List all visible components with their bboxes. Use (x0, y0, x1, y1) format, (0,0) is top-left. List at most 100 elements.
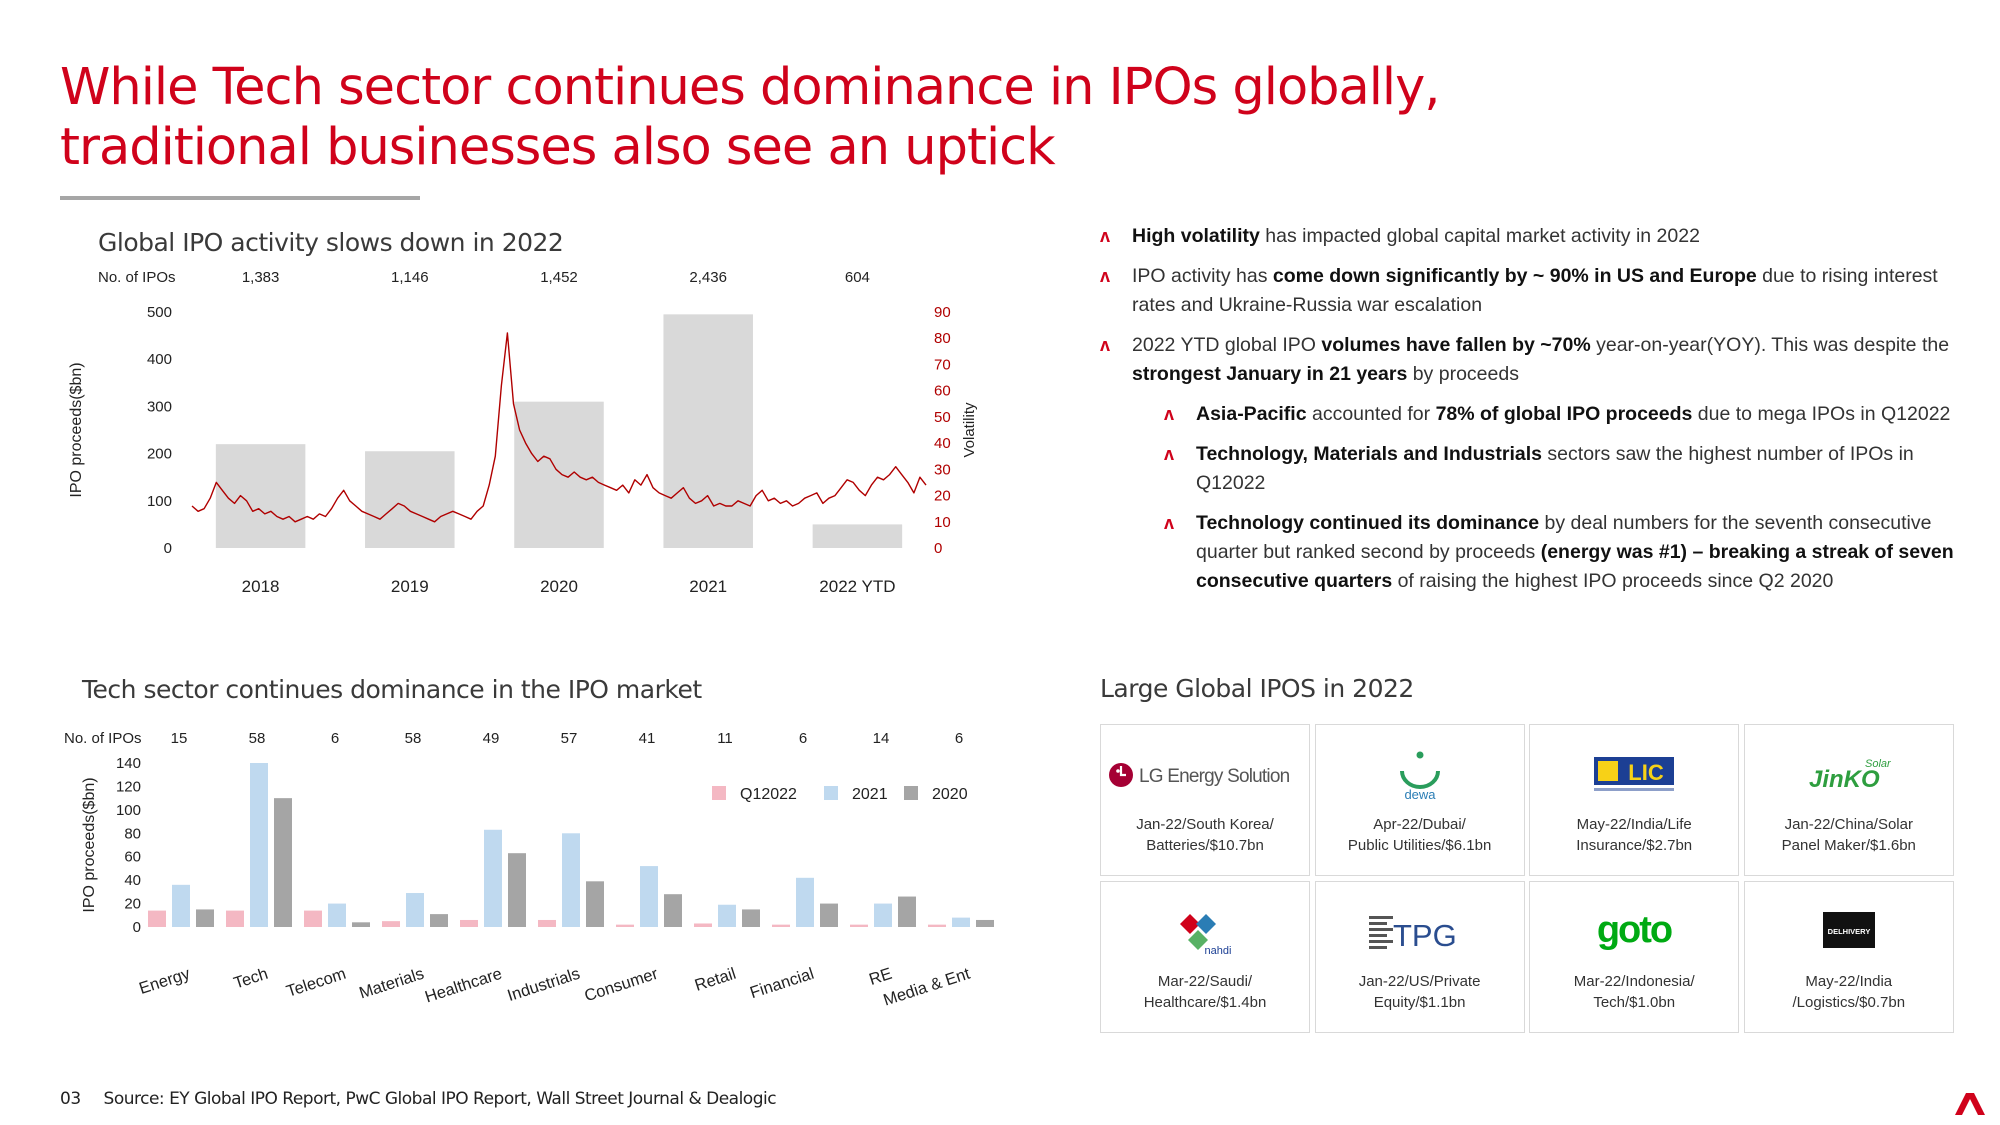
ipo-description: May-22/India/Logistics/$0.7bn (1792, 971, 1905, 1013)
bullet-emphasis: 78% of global IPO proceeds (1435, 403, 1693, 425)
chart2-y-tick-120: 120 (116, 778, 141, 795)
ipo-description-line-2: Equity/$1.1bn (1373, 994, 1466, 1011)
chart2-title: Tech sector continues dominance in the I… (82, 675, 702, 704)
jinko-solar-logo: JinKO Solar (1801, 744, 1897, 806)
bullet-caret-icon: ʌ (1164, 404, 1175, 424)
bullet-text: year-on-year(YOY). This was despite the (1590, 334, 1950, 356)
logo-text: TPG (1393, 918, 1457, 953)
chart2-legend-label-2021: 2021 (852, 786, 888, 803)
chart2-x-tick-industrials: Industrials (505, 965, 582, 1005)
chart2-bar-telecom-2021 (328, 903, 346, 927)
ipo-description: Mar-22/Saudi/Healthcare/$1.4bn (1144, 971, 1267, 1013)
chart2-bar-re-q12022 (850, 924, 868, 927)
ipo-card-tpg: TPG Jan-22/US/Private Equity/$1.1bn (1314, 881, 1525, 1033)
chart2-ipo-count-retail: 11 (717, 730, 733, 747)
chart2-bar-consumer-q12022 (616, 924, 634, 927)
chart1-y-tick-0: 0 (164, 540, 172, 557)
chart2-bar-energy-2020 (196, 909, 214, 927)
title-underline (60, 196, 420, 200)
chart2-x-tick-retail: Retail (693, 965, 739, 995)
chart2-bar-media-ent-2020 (976, 919, 994, 927)
chart1-y2-tick-40: 40 (934, 435, 951, 452)
logo-text: goto (1597, 909, 1672, 951)
bullet-emphasis: volumes have fallen by ~70% (1321, 334, 1591, 356)
bullet-text: of raising the highest IPO proceeds sinc… (1392, 570, 1834, 592)
bullet-caret-icon: ʌ (1100, 226, 1111, 246)
chart1-y-axis-label: IPO proceeds($bn) (68, 362, 85, 497)
bullet-text: sectors saw the highest number of IPOs i… (1196, 443, 1914, 494)
chart2-x-tick-materials: Materials (357, 965, 426, 1003)
ipo-description-line-1: Mar-22/Indonesia/ (1573, 973, 1695, 990)
bullet-text: due to rising interest rates and Ukraine… (1132, 265, 1938, 316)
sector-ipo-proceeds-chart: No. of IPOs 15 Energy 58 Tech 6 Telecom 58 Mater… (64, 730, 994, 1010)
ipo-card-lic: LIC May-22/India/Life Insurance/$2.7bn (1529, 724, 1740, 876)
bullet-caret-icon: ʌ (1164, 444, 1175, 464)
dewa-logo: dewa (1390, 744, 1450, 806)
chart2-bar-tech-2020 (274, 798, 292, 927)
chart1-y2-tick-70: 70 (934, 356, 951, 373)
chart2-count-label: No. of IPOs (64, 730, 142, 747)
chart1-x-tick-2022-ytd: 2022 YTD (819, 577, 895, 596)
chart2-y-tick-0: 0 (133, 919, 141, 936)
chart1-y-tick-100: 100 (147, 493, 172, 510)
chart1-y2-tick-20: 20 (934, 488, 951, 505)
chart2-legend-label-q12022: Q12022 (740, 786, 797, 803)
chart1-y2-tick-80: 80 (934, 330, 951, 347)
ipo-description-line-1: Jan-22/China/Solar (1784, 816, 1913, 833)
bullet-emphasis: Asia-Pacific (1196, 403, 1307, 425)
chart1-bar-2020 (514, 401, 604, 548)
chart2-x-tick-media-ent: Media & Ent (881, 965, 972, 1010)
chart2-x-tick-re: RE (867, 965, 894, 989)
chart1-x-tick-2019: 2019 (391, 577, 429, 596)
logo-text: JinKO (1809, 766, 1880, 793)
chart2-bar-healthcare-2020 (508, 853, 526, 927)
ipo-description-line-2: /Logistics/$0.7bn (1792, 994, 1906, 1011)
page-title: While Tech sector continues dominance in… (60, 58, 1560, 178)
bullet-emphasis: Technology continued its dominance (1196, 512, 1540, 534)
chart2-bar-energy-q12022 (148, 910, 166, 927)
ipo-description-line-1: Jan-22/South Korea/ (1136, 816, 1274, 833)
chart2-y-tick-40: 40 (124, 872, 141, 889)
chart2-x-tick-consumer: Consumer (582, 965, 660, 1006)
chart2-y-tick-20: 20 (124, 896, 141, 913)
ipo-description-line-1: Apr-22/Dubai/ (1373, 816, 1466, 833)
bullet-item-3: ʌ 2022 YTD global IPO volumes have fallen… (1100, 331, 1960, 389)
chart1-ipo-count-2020: 1,452 (540, 269, 578, 286)
chart1-y-tick-200: 200 (147, 446, 172, 463)
logo-text: DELHIVERY (1827, 927, 1870, 936)
chart2-legend-swatch-2021 (824, 786, 838, 800)
bullet-text: has impacted global capital market activ… (1259, 225, 1700, 247)
large-ipos-grid: LG Energy Solution Jan-22/South Korea/Bat… (1100, 724, 1954, 1034)
chart2-bar-materials-2020 (430, 914, 448, 927)
chart2-legend-swatch-q12022 (712, 786, 726, 800)
chart1-y2-axis-label: Volatility (961, 402, 978, 458)
ipo-description-line-2: Insurance/$2.7bn (1576, 837, 1693, 854)
chart2-ipo-count-tech: 58 (249, 730, 266, 747)
footer: 03 Source: EY Global IPO Report, PwC Glo… (60, 1089, 777, 1109)
chart1-ipo-count-2018: 1,383 (242, 269, 280, 286)
key-insights-list: ʌ High volatility has impacted global cap… (1100, 222, 1960, 607)
chart2-x-tick-telecom: Telecom (284, 965, 348, 1001)
lg-energy-solution-logo: LG Energy Solution (1107, 744, 1303, 806)
chart2-bar-materials-q12022 (382, 921, 400, 927)
chart2-bar-financial-q12022 (772, 924, 790, 927)
chart2-bar-healthcare-2021 (484, 829, 502, 927)
chart2-y-tick-100: 100 (116, 802, 141, 819)
chart2-bar-re-2020 (898, 896, 916, 927)
nahdi-logo: nahdi (1170, 901, 1240, 963)
chart2-y-tick-140: 140 (116, 755, 141, 772)
ipo-description: May-22/India/Life Insurance/$2.7bn (1576, 814, 1692, 856)
page-number: 03 (60, 1089, 81, 1109)
bullet-caret-icon: ʌ (1164, 513, 1175, 533)
chart2-bar-industrials-2021 (562, 833, 580, 927)
chart2-bar-healthcare-q12022 (460, 919, 478, 927)
bullet-emphasis: (energy was #1) – breaking a streak of s… (1196, 541, 1954, 592)
bullet-emphasis: High volatility (1132, 225, 1260, 247)
chart2-bar-retail-2020 (742, 909, 760, 927)
chart2-bar-telecom-q12022 (304, 910, 322, 927)
chart1-bar-2022-ytd (812, 524, 903, 548)
chart1-y-tick-300: 300 (147, 398, 172, 415)
chart2-x-tick-financial: Financial (748, 965, 816, 1003)
chart1-ipo-count-2019: 1,146 (391, 269, 429, 286)
chart1-ipo-count-2022-ytd: 604 (845, 269, 870, 286)
